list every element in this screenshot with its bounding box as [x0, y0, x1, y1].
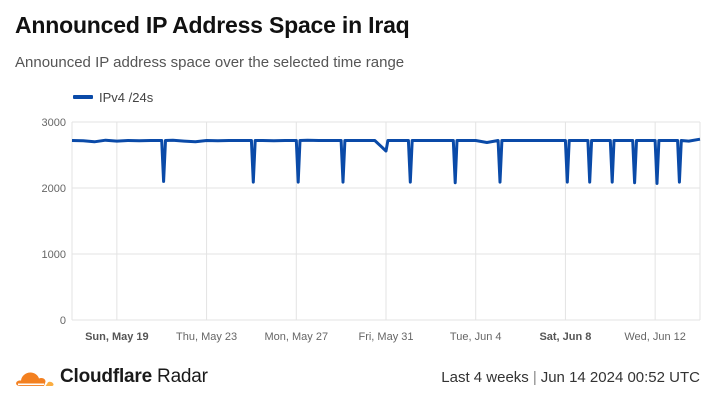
cloudflare-cloud-icon — [16, 372, 54, 386]
brand-name: Cloudflare Radar — [60, 366, 208, 388]
range-timestamp: Jun 14 2024 00:52 UTC — [540, 369, 700, 386]
x-tick-label: Tue, Jun 4 — [450, 331, 502, 343]
time-range-info: Last 4 weeks | Jun 14 2024 00:52 UTC — [441, 369, 700, 386]
x-tick-label: Wed, Jun 12 — [624, 331, 686, 343]
x-tick-label: Sat, Jun 8 — [539, 331, 591, 343]
cloudflare-logo[interactable]: Cloudflare Radar — [14, 366, 208, 388]
legend-label-ipv4: IPv4 /24s — [99, 90, 154, 105]
y-axis: 0 1000 2000 3000 — [42, 117, 66, 327]
chart-title: Announced IP Address Space in Iraq — [15, 12, 410, 38]
x-axis: Sun, May 19 Thu, May 23 Mon, May 27 Fri, Ma… — [85, 331, 686, 343]
chart-subtitle: Announced IP address space over the sele… — [15, 54, 405, 71]
x-tick-label: Fri, May 31 — [358, 331, 413, 343]
x-tick-label: Mon, May 27 — [264, 331, 328, 343]
line-chart: IPv4 /24s 0 1000 2000 3000 Sun, May 19 Thu, … — [42, 90, 701, 343]
chart-grid — [71, 121, 701, 321]
legend-swatch-ipv4 — [73, 95, 93, 99]
y-tick-label: 0 — [60, 315, 66, 327]
brand-name-radar: Radar — [157, 366, 208, 387]
y-tick-label: 2000 — [42, 183, 66, 195]
y-tick-label: 1000 — [42, 249, 66, 261]
range-label: Last 4 weeks — [441, 369, 529, 386]
y-tick-label: 3000 — [42, 117, 66, 129]
footer: Cloudflare Radar Last 4 weeks | Jun 14 202… — [0, 360, 715, 396]
series-line-ipv4[interactable] — [71, 137, 701, 185]
chart-legend[interactable]: IPv4 /24s — [73, 90, 154, 105]
x-tick-label: Sun, May 19 — [85, 331, 149, 343]
x-tick-label: Thu, May 23 — [176, 331, 237, 343]
brand-name-cloudflare: Cloudflare — [60, 366, 152, 387]
range-separator: | — [532, 369, 537, 386]
chart-series — [71, 137, 701, 185]
